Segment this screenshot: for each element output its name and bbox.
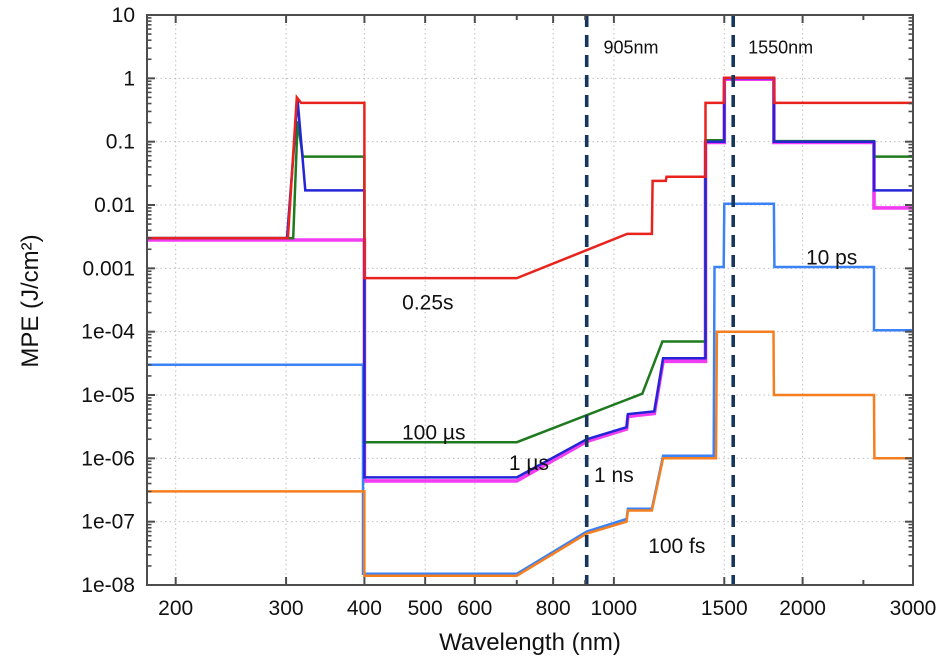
- y-tick-label-1e-04: 1e-04: [81, 321, 135, 344]
- y-tick-label-1: 1: [123, 67, 135, 90]
- series-line-10-ps: [147, 202, 913, 576]
- y-tick-label-0.001: 0.001: [82, 257, 135, 280]
- y-tick-label-1e-05: 1e-05: [81, 384, 135, 407]
- annotation-100-s: 100 µs: [402, 421, 465, 444]
- y-tick-label-0.01: 0.01: [94, 194, 135, 217]
- x-tick-label-300: 300: [269, 597, 304, 620]
- x-tick-label-3000: 3000: [890, 597, 937, 620]
- y-tick-label-1e-07: 1e-07: [81, 511, 135, 534]
- series-line-100-fs: [147, 330, 913, 577]
- x-tick-label-200: 200: [158, 597, 193, 620]
- x-tick-label-2000: 2000: [779, 597, 826, 620]
- y-axis-title: MPE (J/cm²): [17, 183, 44, 419]
- annotation-0.25s: 0.25s: [402, 292, 453, 315]
- x-tick-label-600: 600: [457, 597, 492, 620]
- y-tick-label-1e-08: 1e-08: [81, 574, 135, 597]
- annotation-100-fs: 100 fs: [648, 535, 705, 558]
- x-tick-label-400: 400: [347, 597, 382, 620]
- x-axis-title: Wavelength (nm): [439, 629, 621, 656]
- annotation-905nm: 905nm: [604, 38, 659, 58]
- x-tick-label-800: 800: [536, 597, 571, 620]
- x-tick-label-1500: 1500: [701, 597, 748, 620]
- series-line-100-us: [147, 76, 913, 444]
- series-line-1-us: [147, 77, 913, 479]
- y-tick-label-10: 10: [112, 4, 135, 27]
- y-tick-label-1e-06: 1e-06: [81, 447, 135, 470]
- y-axis-title-text: MPE (J/cm²): [17, 234, 44, 368]
- annotation-1-s: 1 µs: [509, 452, 549, 475]
- series-line-0-25s: [147, 76, 913, 280]
- annotation-1-ns: 1 ns: [594, 464, 634, 487]
- y-tick-label-0.1: 0.1: [106, 131, 135, 154]
- plot-frame: [146, 14, 914, 586]
- annotation-10-ps: 10 ps: [806, 247, 857, 270]
- x-tick-label-500: 500: [408, 597, 443, 620]
- series-line-1-ns: [147, 77, 913, 483]
- annotation-1550nm: 1550nm: [748, 38, 813, 58]
- x-tick-label-1000: 1000: [591, 597, 638, 620]
